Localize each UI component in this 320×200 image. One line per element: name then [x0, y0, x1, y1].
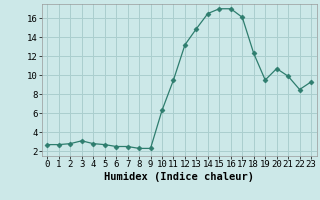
X-axis label: Humidex (Indice chaleur): Humidex (Indice chaleur) — [104, 172, 254, 182]
